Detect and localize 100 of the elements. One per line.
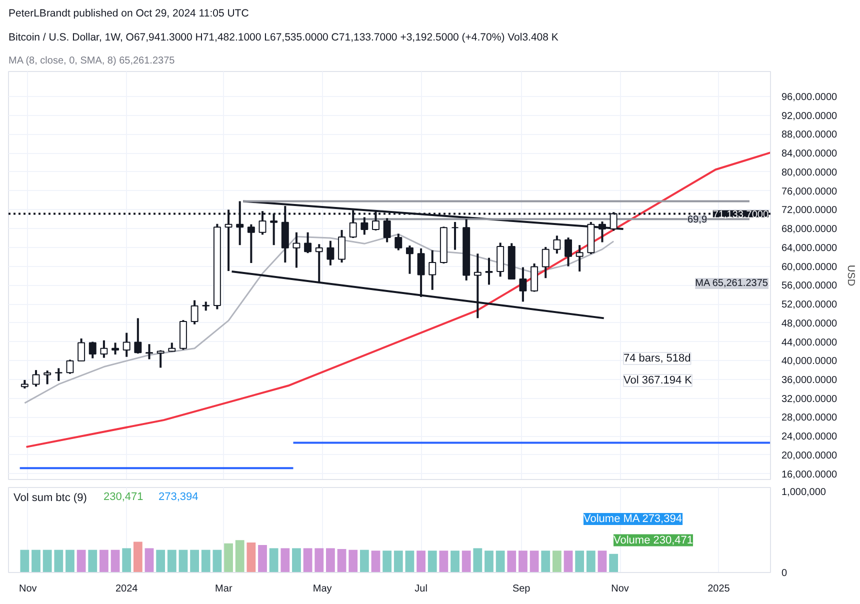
- bar: [32, 550, 40, 572]
- annotation: Volume MA 273,394: [584, 513, 682, 525]
- y-tick-label: 96,000.0000: [782, 92, 838, 103]
- bar: [122, 548, 132, 572]
- bar: [541, 550, 550, 572]
- y-tick-label: 1,000,000: [782, 487, 826, 498]
- bar: [280, 548, 290, 572]
- y-axis-title: USD: [845, 264, 856, 286]
- y-tick-label: 32,000.0000: [782, 394, 838, 405]
- bar: [360, 550, 369, 572]
- y-tick-label: 80,000.0000: [782, 167, 838, 178]
- y-tick-label: 20,000.0000: [782, 450, 838, 462]
- y-tick-label: 68,000.0000: [782, 224, 838, 236]
- bar: [586, 550, 596, 572]
- bar: [100, 550, 108, 572]
- bar: [246, 542, 256, 572]
- y-tick-label: 76,000.0000: [782, 186, 838, 198]
- bar: [178, 550, 188, 572]
- candlestick: [564, 236, 572, 268]
- bar: [156, 550, 166, 572]
- bar: [530, 550, 539, 572]
- candlestick: [519, 266, 527, 303]
- candlestick: [360, 216, 368, 236]
- bar: [598, 550, 607, 572]
- bar: [76, 550, 86, 572]
- bar: [66, 550, 74, 572]
- bar: [190, 550, 199, 572]
- candlestick: [32, 369, 40, 388]
- bar: [371, 550, 380, 572]
- bar: [326, 548, 335, 572]
- bar: [473, 548, 482, 572]
- bar: [201, 550, 210, 572]
- candlestick: [122, 332, 130, 358]
- candlestick: [542, 246, 550, 280]
- x-tick-label: Jul: [414, 584, 428, 594]
- bar: [224, 543, 233, 572]
- candlestick: [100, 339, 108, 359]
- annotation: MA 65,261.2375: [695, 278, 768, 289]
- bar: [292, 548, 301, 572]
- bar: [394, 550, 403, 572]
- bar: [88, 550, 98, 572]
- candlestick: [190, 299, 198, 326]
- chart-title: Vol sum btc (9): [14, 492, 87, 504]
- candlestick: [326, 240, 334, 266]
- chart-title: Bitcoin / U.S. Dollar, 1W, O67,941.3000 H71,482.1000 L67,535.0000 C71,133.7000 +3,192.5000 (+4.70%) Vol3.408 K: [8, 32, 558, 44]
- x-tick-label: Sep: [512, 584, 531, 594]
- annotation: 74 bars, 518d: [624, 352, 691, 364]
- bar: [507, 550, 516, 572]
- candlestick: [292, 231, 300, 269]
- bar: [518, 550, 528, 572]
- y-tick-label: 60,000.0000: [782, 262, 838, 273]
- bar: [450, 550, 460, 572]
- bar: [54, 550, 64, 572]
- annotation: 273,394: [158, 490, 198, 503]
- y-tick-label: 48,000.0000: [782, 318, 838, 330]
- candlestick: [156, 349, 164, 369]
- x-tick-label: May: [312, 584, 332, 594]
- candlestick: [338, 228, 346, 264]
- candlestick: [485, 256, 493, 286]
- bar: [337, 549, 346, 572]
- annotation: 69,9: [688, 214, 708, 226]
- bar: [462, 550, 471, 572]
- y-tick-label: 92,000.0000: [782, 110, 838, 122]
- bar: [314, 548, 324, 572]
- bar: [428, 550, 437, 572]
- bar: [382, 550, 392, 572]
- annotation: 230,471: [104, 490, 144, 503]
- y-tick-label: 84,000.0000: [782, 148, 838, 160]
- bar: [133, 542, 142, 572]
- x-tick-label: Mar: [215, 584, 233, 594]
- candlestick: [247, 223, 255, 264]
- ref-line-label: 71,133.7000: [712, 209, 769, 220]
- bar: [416, 550, 426, 572]
- bar: [348, 550, 358, 572]
- y-tick-label: 56,000.0000: [782, 280, 838, 292]
- y-tick-label: 40,000.0000: [782, 356, 838, 368]
- bar: [484, 550, 494, 572]
- candlestick: [428, 249, 436, 291]
- bar: [564, 550, 573, 572]
- y-tick-label: 72,000.0000: [782, 205, 838, 216]
- x-tick-label: Nov: [611, 584, 629, 594]
- candlestick: [78, 337, 86, 362]
- x-tick-label: 2024: [115, 584, 138, 594]
- candlestick: [394, 232, 402, 252]
- bar: [439, 550, 448, 572]
- bar: [167, 550, 176, 572]
- candlestick: [576, 244, 584, 272]
- y-tick-label: 36,000.0000: [782, 375, 838, 386]
- bar: [110, 550, 120, 572]
- bar: [609, 554, 618, 572]
- line-series: [25, 152, 770, 448]
- line-series: [24, 233, 614, 404]
- candlestick: [553, 234, 561, 255]
- y-tick-label: 28,000.0000: [782, 412, 838, 424]
- bar: [405, 550, 414, 572]
- candlestick: [134, 317, 142, 355]
- annotation: Volume 230,471: [614, 534, 694, 546]
- candlestick: [66, 358, 74, 375]
- candlestick: [406, 244, 414, 275]
- bar: [303, 548, 312, 572]
